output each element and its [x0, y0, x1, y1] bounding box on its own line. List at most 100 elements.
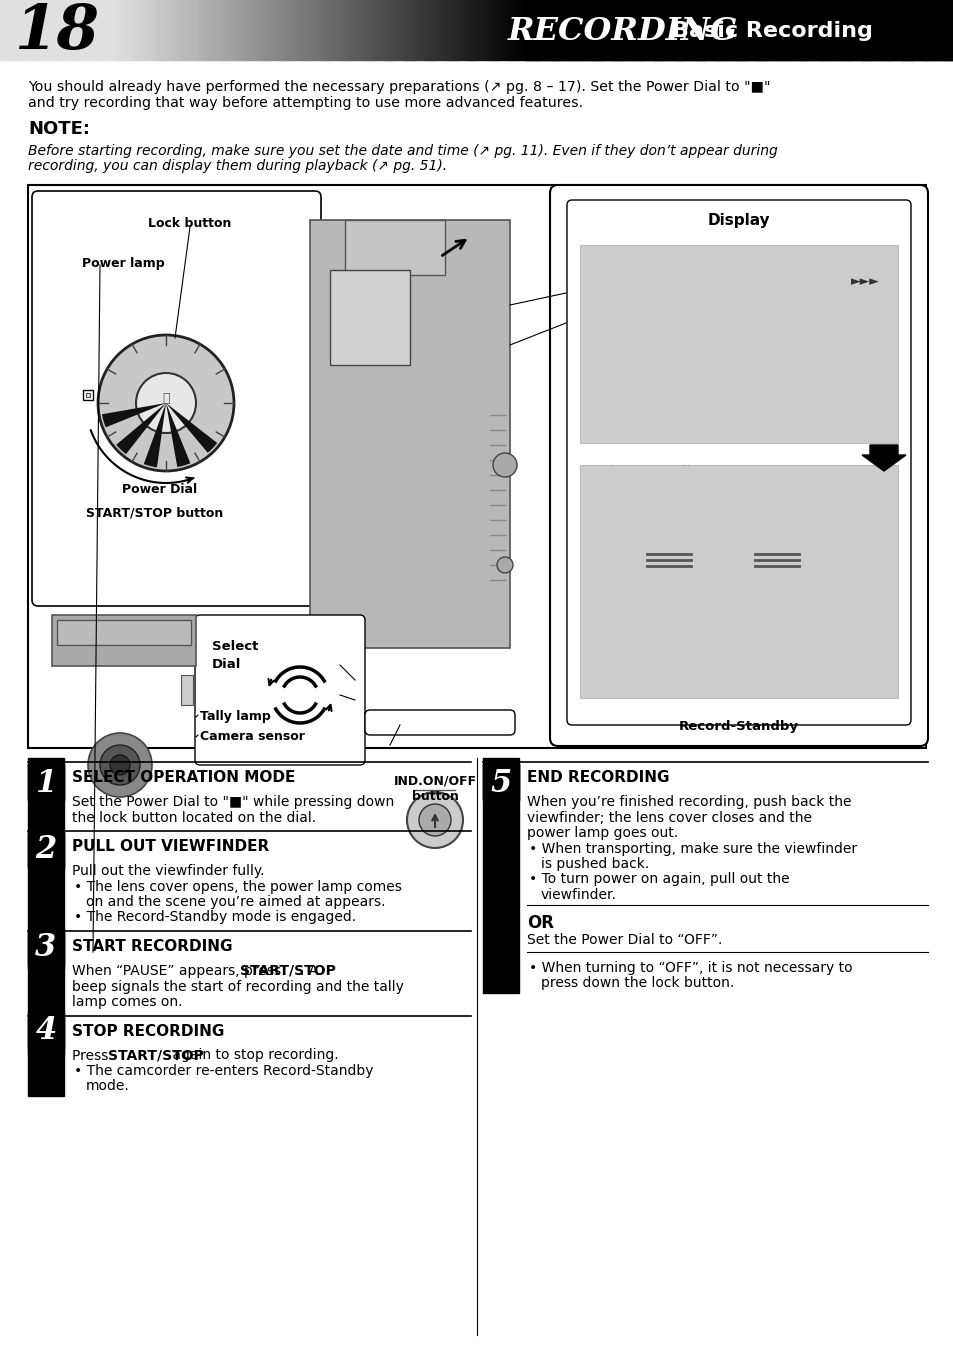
Bar — [526, 0, 529, 60]
Bar — [143, 0, 146, 60]
Bar — [377, 0, 380, 60]
Bar — [345, 220, 444, 275]
Bar — [494, 0, 497, 60]
Bar — [732, 0, 735, 60]
Bar — [919, 0, 922, 60]
Bar — [189, 0, 192, 60]
Bar — [46, 0, 49, 60]
Bar — [246, 0, 249, 60]
Bar — [894, 0, 897, 60]
Bar — [480, 0, 483, 60]
Bar — [248, 0, 251, 60]
Bar — [917, 0, 920, 60]
Text: SELECT OPERATION MODE: SELECT OPERATION MODE — [71, 770, 295, 785]
Bar — [105, 0, 108, 60]
Bar — [842, 0, 845, 60]
Bar — [524, 0, 527, 60]
Bar — [501, 0, 504, 60]
Bar — [846, 0, 849, 60]
Bar — [193, 0, 195, 60]
Bar — [286, 0, 289, 60]
Bar — [558, 0, 561, 60]
Text: • The camcorder re-enters Record-Standby: • The camcorder re-enters Record-Standby — [74, 1064, 374, 1079]
Text: STOP RECORDING: STOP RECORDING — [71, 1023, 224, 1038]
Bar — [151, 0, 153, 60]
Bar — [330, 270, 410, 364]
Bar — [812, 0, 815, 60]
Bar — [28, 757, 64, 1096]
Bar — [313, 0, 315, 60]
Text: 2: 2 — [35, 835, 56, 866]
Bar — [791, 0, 794, 60]
Text: Power lamp: Power lamp — [82, 257, 165, 270]
Bar — [332, 0, 335, 60]
Bar — [28, 764, 64, 799]
Bar — [219, 0, 222, 60]
Bar — [459, 0, 462, 60]
Text: During recording: During recording — [581, 465, 709, 478]
Bar — [116, 0, 119, 60]
Bar — [0, 0, 3, 60]
Bar — [555, 0, 558, 60]
Bar — [107, 0, 110, 60]
Bar — [473, 0, 476, 60]
Bar — [198, 0, 201, 60]
Text: • When transporting, make sure the viewfinder: • When transporting, make sure the viewf… — [529, 841, 856, 855]
Bar — [856, 0, 859, 60]
Bar — [806, 0, 809, 60]
Bar — [841, 0, 843, 60]
Bar — [515, 0, 517, 60]
Bar — [581, 0, 584, 60]
Bar — [10, 0, 12, 60]
Bar — [126, 0, 129, 60]
Bar — [700, 0, 702, 60]
Text: Select: Select — [212, 640, 258, 653]
Bar — [389, 0, 392, 60]
Bar — [48, 0, 51, 60]
Bar — [172, 0, 174, 60]
Bar — [383, 0, 386, 60]
Wedge shape — [144, 402, 166, 467]
Text: power lamp goes out.: power lamp goes out. — [526, 827, 678, 840]
Bar — [858, 0, 861, 60]
Bar — [69, 0, 71, 60]
Bar — [257, 0, 260, 60]
Bar — [604, 0, 607, 60]
Circle shape — [407, 793, 462, 848]
Text: Basic Recording: Basic Recording — [671, 20, 872, 41]
Text: NOTE:: NOTE: — [28, 121, 90, 138]
Bar — [84, 0, 87, 60]
Bar — [309, 0, 312, 60]
Bar — [507, 0, 510, 60]
Bar — [823, 0, 826, 60]
Bar — [339, 0, 342, 60]
Bar — [886, 0, 889, 60]
Bar — [74, 0, 77, 60]
Bar — [425, 0, 428, 60]
Bar — [32, 0, 35, 60]
Bar — [290, 0, 293, 60]
Bar — [863, 0, 866, 60]
Bar — [28, 930, 64, 965]
Bar — [602, 0, 605, 60]
Bar — [762, 0, 765, 60]
Bar — [71, 0, 73, 60]
Bar — [252, 0, 254, 60]
Bar — [949, 0, 952, 60]
Bar — [461, 0, 464, 60]
Bar — [36, 0, 39, 60]
Bar — [65, 0, 68, 60]
Bar — [572, 0, 575, 60]
Bar — [158, 0, 161, 60]
Text: the lock button located on the dial.: the lock button located on the dial. — [71, 810, 315, 824]
Bar — [940, 0, 943, 60]
Text: on and the scene you’re aimed at appears.: on and the scene you’re aimed at appears… — [86, 896, 385, 909]
Bar — [419, 0, 422, 60]
Bar — [238, 0, 241, 60]
Bar — [585, 0, 588, 60]
Bar — [30, 0, 33, 60]
Wedge shape — [166, 402, 191, 467]
Bar — [132, 0, 134, 60]
Bar — [549, 0, 552, 60]
Bar — [273, 0, 275, 60]
